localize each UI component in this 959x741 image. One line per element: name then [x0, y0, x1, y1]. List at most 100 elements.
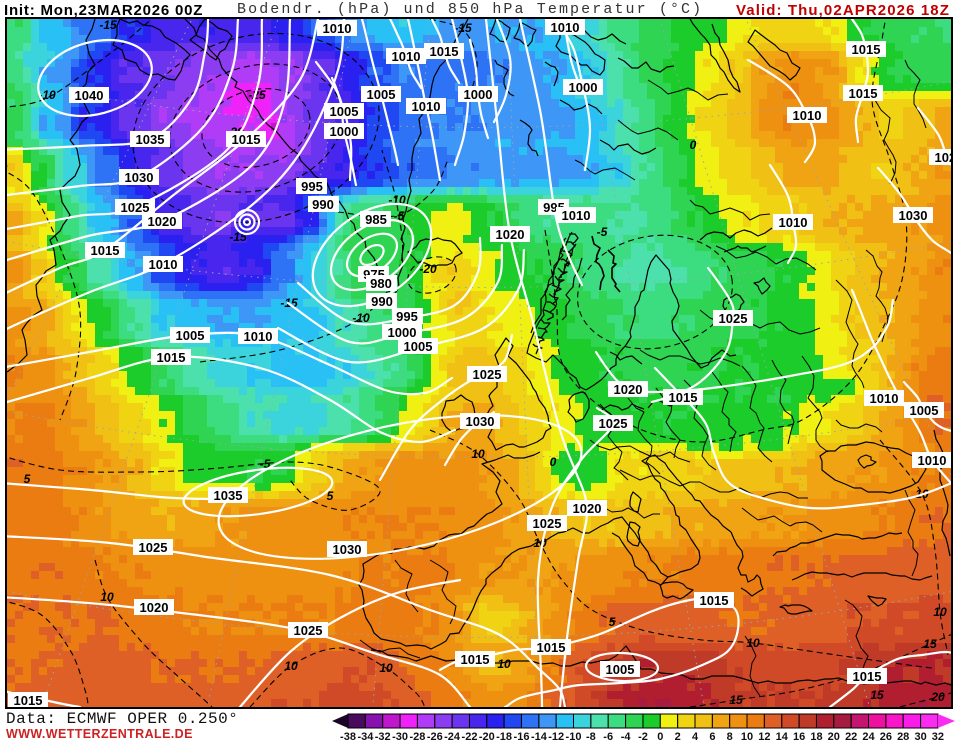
svg-text:20: 20 [930, 690, 945, 704]
svg-text:1025: 1025 [533, 516, 562, 531]
svg-text:15: 15 [870, 688, 884, 702]
svg-text:-20: -20 [419, 262, 437, 276]
svg-text:1005: 1005 [404, 339, 433, 354]
svg-text:1020: 1020 [935, 150, 959, 165]
svg-text:-8: -8 [586, 731, 596, 741]
svg-text:1010: 1010 [562, 208, 591, 223]
svg-text:-32: -32 [375, 731, 391, 741]
svg-text:-20: -20 [479, 731, 495, 741]
svg-text:18: 18 [810, 731, 822, 741]
svg-text:1015: 1015 [232, 132, 261, 147]
svg-text:1020: 1020 [573, 501, 602, 516]
svg-text:995: 995 [396, 309, 418, 324]
svg-text:5: 5 [609, 615, 616, 629]
svg-text:10: 10 [746, 636, 760, 650]
svg-text:5: 5 [1, 163, 8, 177]
svg-text:1005: 1005 [606, 662, 635, 677]
svg-text:1030: 1030 [333, 542, 362, 557]
svg-text:1020: 1020 [140, 600, 169, 615]
svg-text:30: 30 [914, 731, 926, 741]
svg-text:1020: 1020 [148, 214, 177, 229]
svg-text:1010: 1010 [323, 21, 352, 36]
svg-text:10: 10 [497, 657, 511, 671]
svg-text:10: 10 [379, 661, 393, 675]
svg-text:1000: 1000 [330, 124, 359, 139]
svg-text:-15: -15 [454, 21, 472, 35]
svg-text:0: 0 [657, 731, 663, 741]
svg-text:1010: 1010 [149, 257, 178, 272]
svg-text:8: 8 [727, 731, 733, 741]
svg-text:980: 980 [370, 276, 392, 291]
svg-text:-2: -2 [638, 731, 648, 741]
svg-text:0: 0 [550, 455, 557, 469]
svg-text:1010: 1010 [244, 329, 273, 344]
svg-text:-10: -10 [352, 311, 370, 325]
svg-text:1030: 1030 [125, 170, 154, 185]
svg-text:-30: -30 [392, 731, 408, 741]
svg-text:-12: -12 [548, 731, 564, 741]
svg-text:1020: 1020 [614, 382, 643, 397]
svg-text:-6: -6 [603, 731, 613, 741]
svg-text:1040: 1040 [75, 88, 104, 103]
svg-text:-25: -25 [248, 88, 266, 102]
svg-text:-10: -10 [38, 88, 56, 102]
svg-text:990: 990 [371, 294, 393, 309]
svg-text:1015: 1015 [157, 350, 186, 365]
svg-text:1020: 1020 [496, 227, 525, 242]
svg-text:-5: -5 [597, 225, 608, 239]
svg-text:995: 995 [301, 179, 323, 194]
svg-text:1025: 1025 [139, 540, 168, 555]
svg-text:1005: 1005 [176, 328, 205, 343]
svg-text:1015: 1015 [537, 640, 566, 655]
svg-text:1000: 1000 [464, 87, 493, 102]
svg-text:-5: -5 [260, 457, 271, 471]
svg-text:-26: -26 [427, 731, 443, 741]
svg-text:1015: 1015 [700, 593, 729, 608]
svg-text:1015: 1015 [461, 652, 490, 667]
svg-text:-15: -15 [99, 18, 117, 32]
svg-text:990: 990 [312, 197, 334, 212]
svg-text:-28: -28 [409, 731, 425, 741]
svg-text:1010: 1010 [551, 20, 580, 35]
svg-text:1015: 1015 [14, 693, 43, 708]
svg-text:1010: 1010 [793, 108, 822, 123]
svg-text:32: 32 [932, 731, 944, 741]
svg-text:28: 28 [897, 731, 909, 741]
svg-text:-10: -10 [566, 731, 582, 741]
svg-text:1030: 1030 [466, 414, 495, 429]
svg-text:-15: -15 [229, 230, 247, 244]
svg-text:-18: -18 [496, 731, 512, 741]
svg-text:22: 22 [845, 731, 857, 741]
svg-text:1005: 1005 [367, 87, 396, 102]
svg-text:1005: 1005 [910, 403, 939, 418]
svg-text:-38: -38 [340, 731, 356, 741]
svg-text:-24: -24 [444, 731, 461, 741]
svg-text:10: 10 [741, 731, 753, 741]
svg-text:1010: 1010 [392, 49, 421, 64]
svg-text:0: 0 [690, 138, 697, 152]
svg-text:1015: 1015 [669, 390, 698, 405]
svg-text:1025: 1025 [294, 623, 323, 638]
svg-text:16: 16 [793, 731, 805, 741]
svg-text:5: 5 [24, 472, 31, 486]
svg-text:1025: 1025 [719, 311, 748, 326]
svg-text:20: 20 [828, 731, 840, 741]
svg-text:1015: 1015 [853, 669, 882, 684]
svg-text:14: 14 [776, 731, 789, 741]
svg-text:1015: 1015 [430, 44, 459, 59]
svg-text:1010: 1010 [412, 99, 441, 114]
svg-text:985: 985 [365, 212, 387, 227]
svg-text:-22: -22 [462, 731, 478, 741]
svg-text:1025: 1025 [473, 367, 502, 382]
svg-text:10: 10 [533, 536, 547, 550]
svg-text:-16: -16 [514, 731, 530, 741]
svg-text:1030: 1030 [899, 208, 928, 223]
svg-text:1000: 1000 [569, 80, 598, 95]
svg-text:6: 6 [709, 731, 715, 741]
svg-text:-14: -14 [531, 731, 548, 741]
svg-text:1025: 1025 [599, 416, 628, 431]
svg-text:12: 12 [758, 731, 770, 741]
svg-text:10: 10 [284, 659, 298, 673]
svg-text:15: 15 [923, 637, 937, 651]
svg-text:1010: 1010 [870, 391, 899, 406]
